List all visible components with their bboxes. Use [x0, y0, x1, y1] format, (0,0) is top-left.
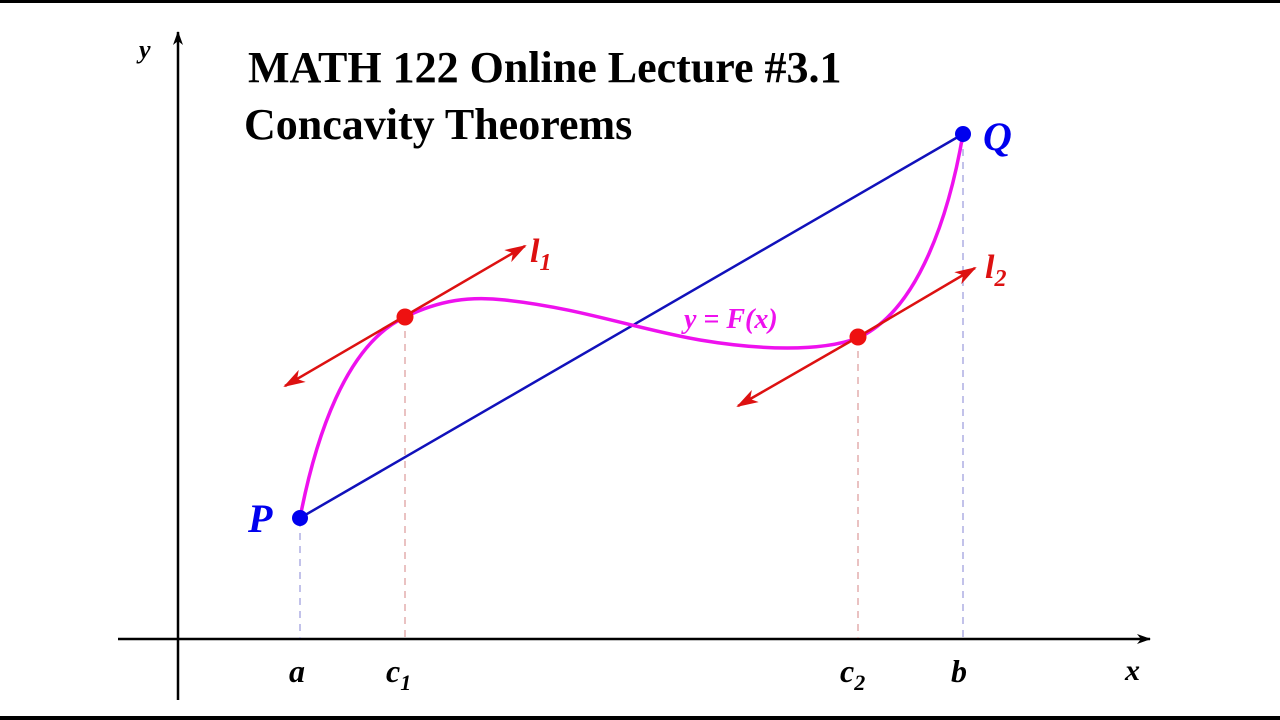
tick-b: b [951, 653, 967, 689]
point-p-dot [292, 510, 308, 526]
point-c1-dot [396, 308, 414, 326]
tangent-l2-label: l2 [985, 249, 1006, 292]
bottom-border [0, 716, 1280, 720]
title-line-2: Concavity Theorems [244, 100, 632, 149]
point-q-dot [955, 126, 971, 142]
point-q-label: Q [983, 114, 1012, 159]
tangent-l1-label: l1 [530, 233, 551, 276]
top-border [0, 0, 1280, 3]
tangent-l2 [736, 266, 977, 408]
tick-a: a [289, 653, 305, 689]
tick-c2: c2 [840, 653, 865, 695]
title-line-1: MATH 122 Online Lecture #3.1 [248, 43, 842, 92]
tangent-l1 [283, 244, 527, 388]
guide-lines [299, 136, 964, 638]
curve-label: y = F(x) [681, 304, 778, 335]
y-axis-label: y [136, 35, 151, 64]
tick-c1: c1 [386, 653, 411, 695]
curve-f [298, 132, 965, 520]
point-c2-dot [849, 328, 867, 346]
point-p-label: P [247, 496, 273, 541]
x-axis-label: x [1124, 654, 1140, 687]
